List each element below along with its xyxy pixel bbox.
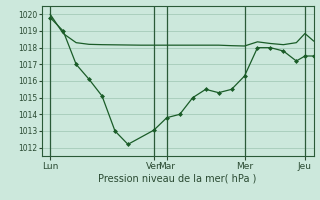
X-axis label: Pression niveau de la mer( hPa ): Pression niveau de la mer( hPa ) [99, 173, 257, 183]
